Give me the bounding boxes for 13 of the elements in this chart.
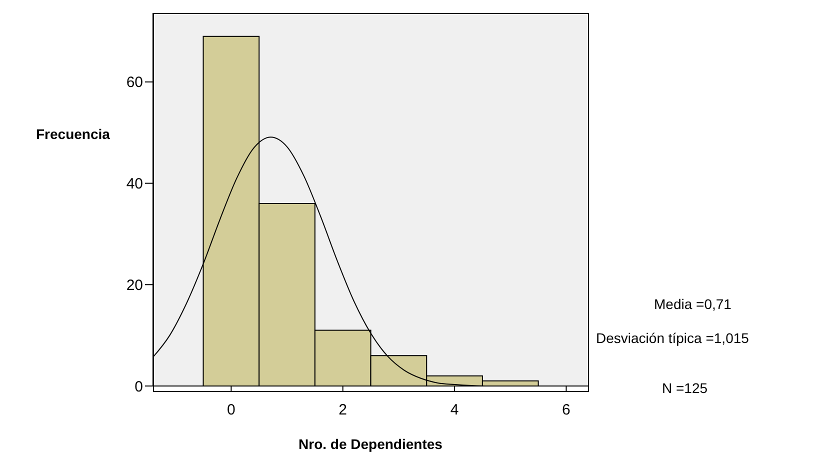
x-tick-label: 0: [227, 402, 236, 419]
text: Media =0,71: [654, 296, 732, 312]
x-tick-label: 4: [450, 402, 459, 419]
y-tick-label: 0: [134, 378, 143, 396]
y-tick-label: 20: [126, 276, 143, 294]
y-axis-title: Frecuencia: [36, 126, 110, 142]
x-tick-label: 2: [338, 402, 348, 419]
text: N =125: [662, 380, 708, 396]
x-tick-label: 6: [562, 402, 570, 419]
text: Desviación típica =1,015: [596, 330, 749, 346]
x-axis-title: Nro. de Dependientes: [298, 436, 443, 452]
y-tick-label: 40: [126, 176, 143, 193]
y-tick-label: 60: [126, 74, 143, 92]
